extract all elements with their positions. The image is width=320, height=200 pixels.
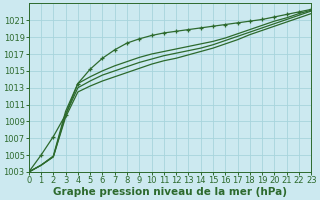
X-axis label: Graphe pression niveau de la mer (hPa): Graphe pression niveau de la mer (hPa)	[53, 187, 287, 197]
